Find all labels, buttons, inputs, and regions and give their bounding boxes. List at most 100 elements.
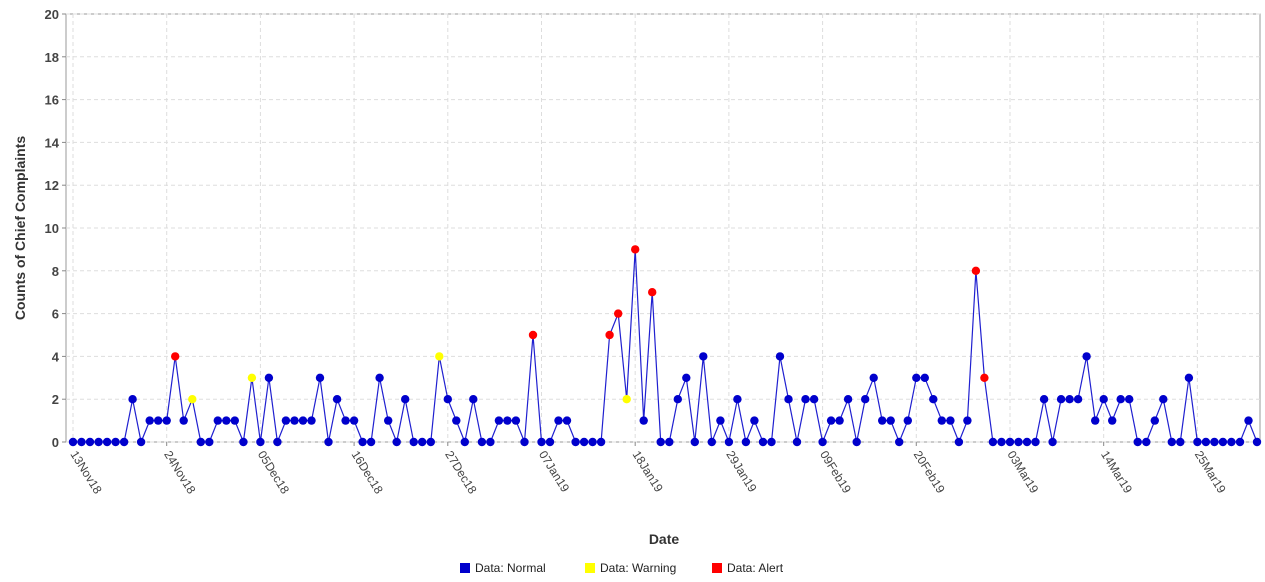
legend-swatch-normal xyxy=(460,563,470,573)
data-point-normal xyxy=(929,395,938,404)
data-point-normal xyxy=(1091,416,1100,425)
data-point-normal xyxy=(1056,395,1066,404)
data-point-normal xyxy=(222,416,231,425)
legend: Data: Normal Data: Warning Data: Alert xyxy=(460,561,784,575)
data-point-normal xyxy=(801,395,810,404)
data-point-normal xyxy=(1116,395,1125,404)
data-point-normal xyxy=(1073,395,1083,404)
x-axis-title: Date xyxy=(649,531,680,547)
data-point-normal xyxy=(409,437,418,447)
data-point-normal xyxy=(281,416,291,425)
data-point-normal xyxy=(460,437,469,447)
data-point-alert xyxy=(171,352,180,361)
x-tick-label: 20Feb19 xyxy=(911,448,948,496)
data-point-normal xyxy=(256,437,265,447)
y-tick-label: 4 xyxy=(52,349,60,364)
data-point-normal xyxy=(767,437,776,447)
x-tick-label: 09Feb19 xyxy=(817,448,854,496)
data-point-normal xyxy=(213,416,222,425)
data-point-normal xyxy=(503,416,512,425)
data-point-normal xyxy=(946,416,955,425)
data-point-normal xyxy=(690,437,699,447)
data-point-normal xyxy=(988,437,998,447)
legend-label-alert: Data: Alert xyxy=(727,561,784,575)
data-point-normal xyxy=(154,416,163,425)
data-point-normal xyxy=(341,416,350,425)
data-point-normal xyxy=(119,437,129,447)
data-point-normal xyxy=(954,437,964,447)
data-point-normal xyxy=(1235,437,1245,447)
data-point-normal xyxy=(401,395,410,404)
data-point-normal xyxy=(1218,437,1228,447)
data-point-normal xyxy=(1125,395,1134,404)
data-point-normal xyxy=(775,352,785,361)
y-tick-label: 14 xyxy=(45,135,60,150)
data-point-normal xyxy=(298,416,308,425)
data-point-normal xyxy=(869,373,878,382)
data-point-normal xyxy=(571,437,580,447)
data-point-warning xyxy=(188,395,197,404)
data-point-normal xyxy=(639,416,648,425)
data-point-normal xyxy=(792,437,802,447)
data-point-normal xyxy=(997,437,1006,447)
data-point-normal xyxy=(205,437,214,447)
y-tick-label: 10 xyxy=(45,221,59,236)
data-point-normal xyxy=(596,437,606,447)
x-tick-label: 16Dec18 xyxy=(349,448,387,496)
y-tick-label: 6 xyxy=(52,307,59,322)
data-point-normal xyxy=(1252,437,1262,447)
data-point-normal xyxy=(809,395,819,404)
data-point-normal xyxy=(1193,437,1202,447)
data-point-normal xyxy=(239,437,248,447)
x-tick-label: 07Jan19 xyxy=(536,448,572,495)
data-point-normal xyxy=(707,437,716,447)
data-point-normal xyxy=(196,437,205,447)
data-point-normal xyxy=(912,373,921,382)
data-point-normal xyxy=(903,416,912,425)
data-point-normal xyxy=(562,416,572,425)
data-point-normal xyxy=(392,437,401,447)
data-point-normal xyxy=(861,395,870,404)
data-point-alert xyxy=(971,266,981,275)
data-point-alert xyxy=(631,245,640,254)
legend-label-normal: Data: Normal xyxy=(475,561,546,575)
x-tick-label: 29Jan19 xyxy=(723,448,759,495)
data-point-normal xyxy=(68,437,78,447)
data-point-normal xyxy=(102,437,112,447)
data-point-normal xyxy=(358,437,367,447)
data-point-normal xyxy=(162,416,171,425)
data-point-normal xyxy=(315,373,325,382)
data-point-normal xyxy=(520,437,529,447)
data-point-normal xyxy=(1133,437,1142,447)
y-tick-label: 18 xyxy=(45,50,59,65)
data-point-normal xyxy=(1159,395,1168,404)
data-point-normal xyxy=(1184,373,1194,382)
data-point-normal xyxy=(920,373,929,382)
data-point-normal xyxy=(230,416,239,425)
data-point-normal xyxy=(1022,437,1032,447)
data-point-normal xyxy=(366,437,376,447)
data-point-normal xyxy=(375,373,384,382)
data-point-normal xyxy=(758,437,768,447)
data-point-normal xyxy=(469,395,478,404)
data-point-normal xyxy=(1031,437,1040,447)
data-point-normal xyxy=(1244,416,1253,425)
x-tick-label: 05Dec18 xyxy=(255,448,293,496)
data-point-warning xyxy=(435,352,444,361)
data-point-normal xyxy=(750,416,759,425)
data-point-normal xyxy=(724,437,734,447)
data-point-normal xyxy=(1227,437,1236,447)
data-point-normal xyxy=(835,416,844,425)
data-point-normal xyxy=(1039,395,1049,404)
data-point-normal xyxy=(937,416,946,425)
data-point-normal xyxy=(426,437,435,447)
data-point-normal xyxy=(588,437,597,447)
series-line xyxy=(73,249,1258,445)
data-point-normal xyxy=(290,416,299,425)
data-point-normal xyxy=(554,416,563,425)
data-point-normal xyxy=(136,437,146,447)
data-point-warning xyxy=(622,395,631,404)
y-axis-title: Counts of Chief Complaints xyxy=(12,136,28,321)
data-point-normal xyxy=(733,395,742,404)
